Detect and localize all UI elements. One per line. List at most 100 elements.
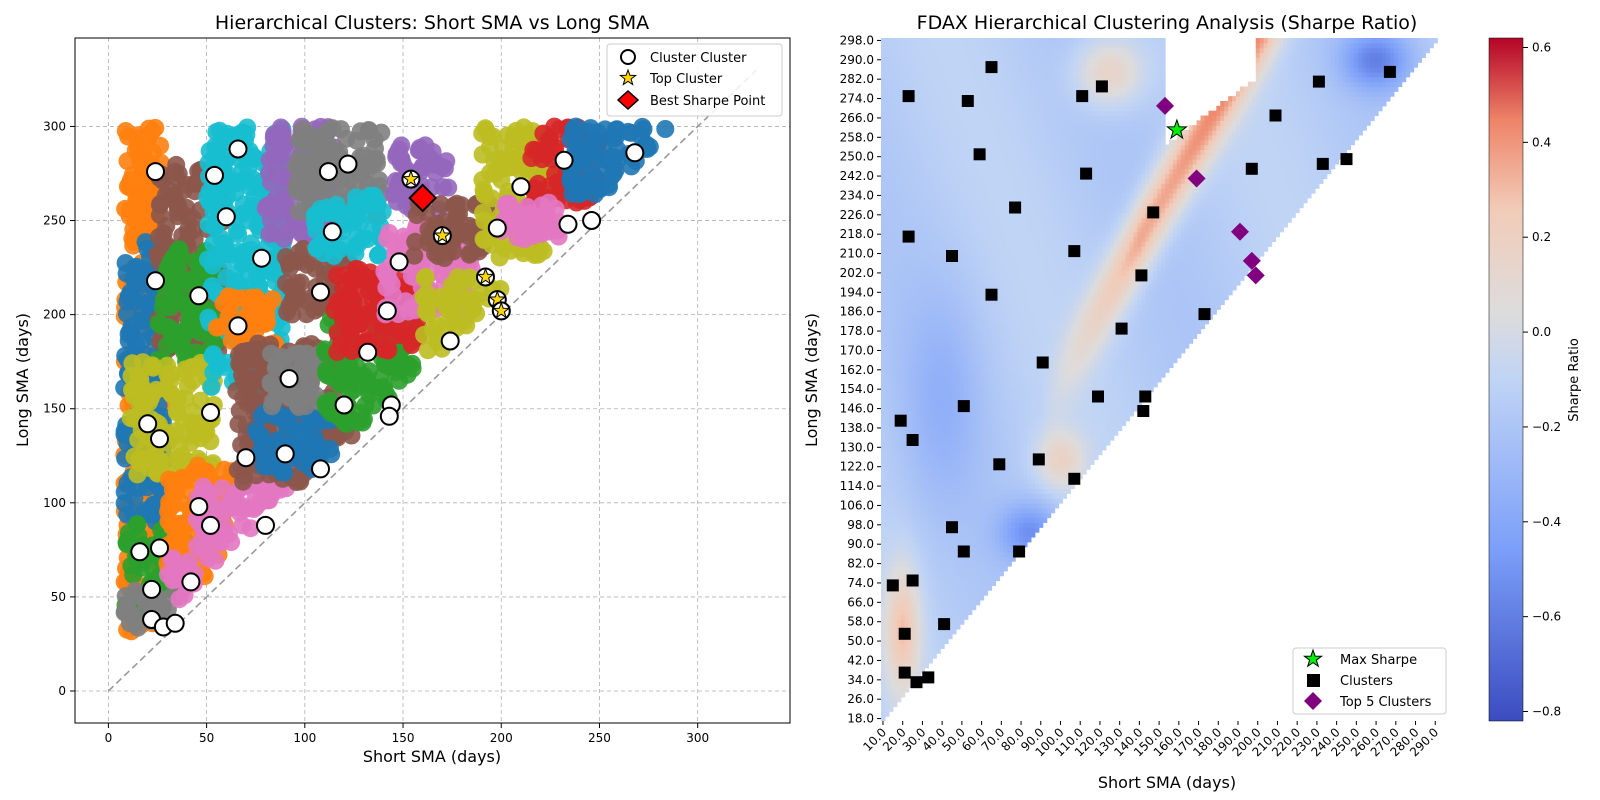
heatmap-cell [912, 154, 918, 160]
cluster-point [485, 151, 504, 170]
heatmap-cell [900, 71, 906, 78]
cluster-point [534, 242, 553, 261]
heatmap-cell [912, 270, 918, 276]
y-tick-label-6: 300 [43, 119, 66, 133]
heatmap-cell [884, 207, 890, 213]
heatmap-cell [912, 159, 918, 165]
heatmap-cell [920, 47, 925, 54]
heatmap-cell [888, 464, 894, 470]
heatmap-cell [940, 241, 945, 247]
heatmap-cell [912, 188, 918, 194]
heatmap-cell [881, 381, 886, 388]
heatmap-cell [916, 425, 922, 431]
heatmap-cell [881, 546, 886, 553]
heatmap-cell [884, 643, 890, 649]
heatmap-cell [888, 52, 894, 58]
heatmap-cell [932, 163, 937, 170]
heatmap-cell [916, 633, 922, 640]
cluster-point [354, 146, 373, 165]
heatmap-cell [881, 251, 886, 257]
heatmap-cell [884, 658, 890, 664]
heatmap-cell [932, 585, 937, 591]
heatmap-cell [896, 658, 902, 664]
heatmap-cell [908, 459, 914, 465]
x-tick-label-3: 150 [392, 731, 415, 745]
heatmap-cell [916, 159, 922, 165]
heatmap-cell [932, 507, 937, 514]
heatmap-cell [940, 154, 945, 160]
heatmap-cell [928, 100, 933, 107]
heatmap-cell [888, 401, 894, 407]
heatmap-cell [920, 289, 925, 296]
cluster-point [235, 254, 254, 272]
heatmap-cell [928, 478, 933, 485]
heatmap-cell [881, 91, 886, 97]
cluster-point [377, 266, 396, 285]
heatmap-cell [892, 561, 898, 567]
heatmap-cell [884, 575, 890, 582]
heatmap-cell [932, 231, 937, 238]
best-sharpe-marker [408, 183, 438, 213]
heatmap-cell [908, 188, 914, 194]
heatmap-cell [908, 658, 914, 664]
cluster-center-9 [338, 154, 358, 174]
heatmap-cell [888, 304, 894, 310]
heatmap-cell [916, 658, 922, 664]
heatmap-cell [928, 323, 933, 330]
heatmap-cell [900, 624, 906, 630]
heatmap-cell [908, 323, 914, 330]
heatmap-cell [908, 522, 914, 528]
heatmap-cell [888, 381, 894, 388]
heatmap-cell [912, 667, 918, 674]
heatmap-cell [924, 299, 929, 306]
heatmap-cell [900, 377, 906, 383]
heatmap-cell [940, 81, 945, 88]
heatmap-cell [912, 304, 918, 310]
heatmap-cell [888, 100, 894, 107]
heatmap-cell [936, 459, 941, 465]
heatmap-cell [924, 449, 929, 456]
heatmap-cell [881, 561, 886, 567]
heatmap-cell [924, 110, 929, 117]
heatmap-cell [888, 226, 894, 233]
heatmap-cell [924, 464, 929, 470]
heatmap-cell [928, 188, 933, 194]
heatmap-cell [904, 624, 910, 630]
heatmap-cell [912, 624, 918, 630]
heatmap-cell [908, 314, 914, 320]
heatmap-cell [928, 246, 933, 252]
heatmap-cell [932, 619, 937, 625]
heatmap-cell [904, 415, 910, 422]
cluster-center-29 [236, 448, 256, 468]
heatmap-cell [928, 280, 933, 286]
heatmap-cell [928, 76, 933, 83]
heatmap-cell [888, 667, 894, 674]
heatmap-cell [924, 532, 929, 538]
heatmap-cell [881, 401, 886, 407]
heatmap-cell [920, 440, 925, 446]
heatmap-cell [888, 682, 894, 688]
heatmap-cell [940, 503, 945, 509]
heatmap-cell [908, 260, 914, 267]
heatmap-cell [904, 599, 910, 606]
heatmap-cell [940, 565, 945, 572]
heatmap-cell [884, 323, 890, 330]
heatmap-cell [900, 653, 906, 659]
heatmap-cell [916, 67, 922, 73]
heatmap-cell [896, 71, 902, 78]
heatmap-cell [924, 96, 929, 102]
heatmap-cell [900, 512, 906, 519]
heatmap-cell [881, 590, 886, 596]
heatmap-cell [916, 86, 922, 92]
heatmap-cell [932, 260, 937, 267]
heatmap-cell [940, 440, 945, 446]
heatmap-cell [888, 251, 894, 257]
heatmap-cell [884, 362, 890, 368]
heatmap-cell [888, 570, 894, 577]
heatmap-cell [881, 289, 886, 296]
heatmap-cell [912, 212, 918, 218]
cluster-point [234, 472, 253, 491]
heatmap-cell [888, 473, 894, 480]
heatmap-cell [924, 348, 929, 354]
heatmap-cell [924, 241, 929, 247]
